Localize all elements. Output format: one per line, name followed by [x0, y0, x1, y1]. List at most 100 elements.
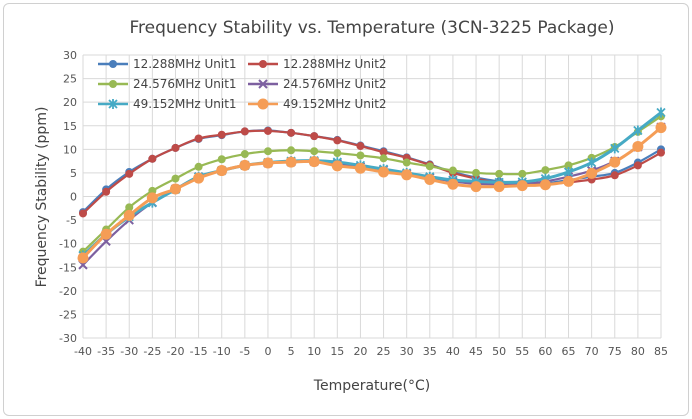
x-tick-label: -35: [97, 345, 115, 358]
x-tick-label: 80: [631, 345, 645, 358]
data-point: [216, 165, 228, 177]
x-tick-label: 5: [288, 345, 295, 358]
y-tick-label: -5: [66, 214, 77, 227]
series: [79, 112, 665, 256]
data-point: [123, 209, 135, 221]
x-tick-label: -20: [166, 345, 184, 358]
x-tick-label: 35: [423, 345, 437, 358]
data-point: [564, 161, 573, 170]
data-point: [146, 192, 158, 204]
x-tick-label: 0: [264, 345, 271, 358]
x-tick-label: -40: [74, 345, 92, 358]
data-point: [657, 148, 665, 157]
data-point: [217, 130, 226, 139]
data-point: [333, 149, 342, 158]
data-point: [495, 169, 504, 178]
data-point: [171, 174, 180, 183]
data-point: [258, 79, 268, 89]
data-point: [77, 252, 89, 264]
data-point: [470, 181, 482, 193]
x-tick-label: 15: [330, 345, 344, 358]
data-point: [633, 161, 642, 170]
data-point: [379, 148, 388, 157]
data-point: [262, 157, 274, 169]
legend-item: 24.576MHz Unit1: [98, 77, 237, 91]
data-point: [108, 99, 118, 109]
legend-item: 24.576MHz Unit2: [248, 77, 387, 91]
x-tick-label: 45: [469, 345, 483, 358]
series-line: [82, 129, 662, 215]
data-point: [610, 171, 619, 180]
chart-title: Frequency Stability vs. Temperature (3CN…: [130, 18, 615, 38]
x-tick-label: 20: [353, 345, 367, 358]
data-point: [448, 166, 457, 175]
y-tick-label: 0: [70, 191, 77, 204]
data-point: [516, 180, 528, 192]
data-point: [193, 172, 205, 184]
legend-label: 12.288MHz Unit2: [283, 57, 387, 71]
x-tick-label: 60: [538, 345, 552, 358]
data-point: [632, 141, 644, 153]
x-tick-label: 55: [515, 345, 529, 358]
x-tick-label: 85: [654, 345, 668, 358]
data-point: [379, 154, 388, 163]
y-tick-label: -15: [59, 261, 77, 274]
data-point: [563, 175, 575, 187]
data-point: [401, 169, 413, 181]
series-line: [82, 115, 662, 253]
data-point: [518, 169, 527, 178]
x-tick-label: 75: [608, 345, 622, 358]
data-point: [257, 98, 269, 110]
y-tick-label: 5: [70, 167, 77, 180]
data-point: [194, 134, 203, 143]
data-point: [354, 162, 366, 174]
series: [79, 126, 665, 218]
data-point: [100, 228, 112, 240]
data-point: [259, 60, 267, 68]
x-tick-label: 40: [446, 345, 460, 358]
data-point: [656, 107, 666, 118]
data-point: [563, 166, 574, 177]
legend-item: 12.288MHz Unit2: [248, 57, 387, 71]
data-point: [425, 162, 434, 171]
legend-label: 49.152MHz Unit1: [133, 97, 237, 111]
data-point: [447, 178, 459, 190]
x-tick-label: -25: [143, 345, 161, 358]
x-tick-label: -10: [213, 345, 231, 358]
x-tick-label: -30: [120, 345, 138, 358]
data-point: [240, 150, 249, 159]
x-axis-label: Temperature(°C): [313, 378, 430, 394]
x-tick-label: 65: [562, 345, 576, 358]
y-tick-label: -30: [59, 332, 77, 345]
series-line: [81, 111, 662, 257]
data-point: [586, 167, 598, 179]
data-point: [310, 147, 319, 156]
y-tick-label: -10: [59, 238, 77, 251]
x-tick-label: 70: [585, 345, 599, 358]
data-point: [109, 80, 117, 88]
legend-label: 24.576MHz Unit1: [133, 77, 237, 91]
legend-item: 49.152MHz Unit1: [98, 97, 237, 111]
data-point: [610, 143, 620, 154]
y-tick-label: 10: [63, 143, 77, 156]
y-tick-label: 25: [63, 73, 77, 86]
data-point: [239, 159, 251, 171]
data-point: [587, 157, 597, 168]
data-point: [102, 187, 111, 196]
data-point: [331, 160, 343, 172]
legend-label: 49.152MHz Unit2: [283, 97, 387, 111]
data-point: [633, 125, 643, 136]
data-point: [472, 168, 481, 177]
legend-label: 24.576MHz Unit2: [283, 77, 387, 91]
data-point: [655, 122, 667, 134]
grid: -30 -25 -20 -15 -10 -5 0 5 10 15 20 25 30 -40 -35 -30 -2…: [59, 49, 668, 358]
y-tick-label: -20: [59, 285, 77, 298]
y-tick-label: 20: [63, 96, 77, 109]
data-point: [310, 132, 319, 141]
x-tick-label: 25: [377, 345, 391, 358]
data-point: [263, 126, 272, 135]
x-tick-label: 30: [400, 345, 414, 358]
data-point: [609, 156, 621, 168]
x-tick-label: -15: [190, 345, 208, 358]
